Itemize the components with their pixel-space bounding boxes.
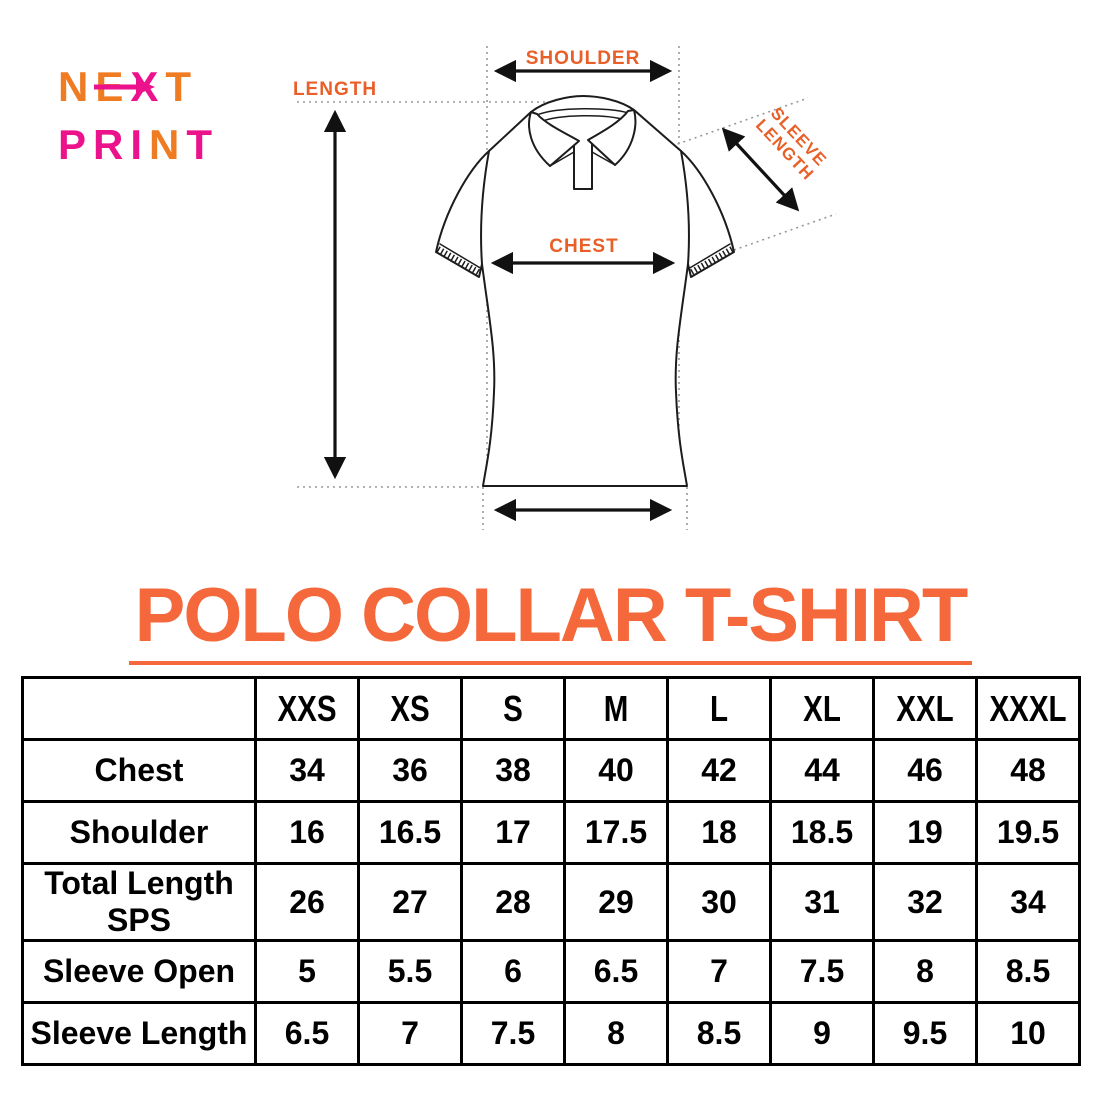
size-value-cell: 10 [975,1001,1081,1066]
logo-arrow-icon [94,79,155,95]
corner-cell [21,676,257,741]
row-label: Chest [21,738,257,803]
guide-lines [297,46,837,530]
logo-letter: N [58,63,96,110]
size-column-header: XXL [872,676,978,741]
logo-letter: P [58,121,94,168]
size-value-cell: 6 [460,939,566,1004]
size-column-header: XL [769,676,875,741]
row-label: Sleeve Open [21,939,257,1004]
measurement-diagram: SHOULDER LENGTH CHEST SLEEVE LENGTH [293,46,837,530]
size-value-cell: 19.5 [975,800,1081,865]
brand-logo: NEXT PRINT [58,58,219,174]
size-value-cell: 27 [357,862,463,942]
size-chart-table: XXS XS S M L XL XXL XXXL Chest 34 36 38 … [21,676,1081,1066]
size-value-cell: 7 [666,939,772,1004]
size-value-cell: 16 [254,800,360,865]
page-title: POLO COLLAR T-SHIRT [0,572,1101,665]
size-value-cell: 8.5 [666,1001,772,1066]
size-column-header: XS [357,676,463,741]
table-row: Sleeve Open 5 5.5 6 6.5 7 7.5 8 8.5 [21,939,1081,1004]
size-value-cell: 40 [563,738,669,803]
row-label: Sleeve Length [21,1001,257,1066]
logo-letter: I [130,121,150,168]
size-value-cell: 9.5 [872,1001,978,1066]
size-value-cell: 7.5 [769,939,875,1004]
logo-letter: T [165,63,199,110]
row-label: Shoulder [21,800,257,865]
size-value-cell: 38 [460,738,566,803]
table-header-row: XXS XS S M L XL XXL XXXL [21,676,1081,741]
logo-word-next: NEXT [58,58,219,116]
size-value-cell: 5.5 [357,939,463,1004]
size-value-cell: 16.5 [357,800,463,865]
size-value-cell: 6.5 [563,939,669,1004]
size-column-header: L [666,676,772,741]
logo-word-print: PRINT [58,116,219,174]
size-value-cell: 17.5 [563,800,669,865]
length-label: LENGTH [293,79,377,100]
size-value-cell: 46 [872,738,978,803]
size-value-cell: 5 [254,939,360,1004]
page-title-text: POLO COLLAR T-SHIRT [128,572,973,665]
size-value-cell: 34 [975,862,1081,942]
size-value-cell: 34 [254,738,360,803]
size-value-cell: 30 [666,862,772,942]
size-value-cell: 7.5 [460,1001,566,1066]
size-value-cell: 32 [872,862,978,942]
measurement-arrows [323,59,800,522]
size-value-cell: 9 [769,1001,875,1066]
size-value-cell: 31 [769,862,875,942]
size-column-header: M [563,676,669,741]
size-value-cell: 17 [460,800,566,865]
size-value-cell: 8 [563,1001,669,1066]
size-value-cell: 8 [872,939,978,1004]
table-row: Sleeve Length 6.5 7 7.5 8 8.5 9 9.5 10 [21,1001,1081,1066]
size-value-cell: 28 [460,862,566,942]
table-row: Shoulder 16 16.5 17 17.5 18 18.5 19 19.5 [21,800,1081,865]
size-value-cell: 44 [769,738,875,803]
size-value-cell: 29 [563,862,669,942]
size-value-cell: 6.5 [254,1001,360,1066]
size-value-cell: 8.5 [975,939,1081,1004]
size-value-cell: 26 [254,862,360,942]
size-value-cell: 7 [357,1001,463,1066]
shoulder-label: SHOULDER [526,48,641,69]
sleeve-length-arrow [721,127,800,212]
size-value-cell: 18.5 [769,800,875,865]
size-value-cell: 18 [666,800,772,865]
logo-letter: T [186,121,220,168]
logo-letter: N [149,121,187,168]
size-value-cell: 48 [975,738,1081,803]
polo-shirt-drawing [435,95,735,487]
chest-label: CHEST [549,236,618,257]
logo-letter: R [93,121,131,168]
table-row: Chest 34 36 38 40 42 44 46 48 [21,738,1081,803]
size-value-cell: 42 [666,738,772,803]
size-value-cell: 36 [357,738,463,803]
size-column-header: XXS [254,676,360,741]
size-value-cell: 19 [872,800,978,865]
table-row: Total Length SPS 26 27 28 29 30 31 32 34 [21,862,1081,942]
row-label: Total Length SPS [21,862,257,942]
size-column-header: XXXL [975,676,1081,741]
size-column-header: S [460,676,566,741]
